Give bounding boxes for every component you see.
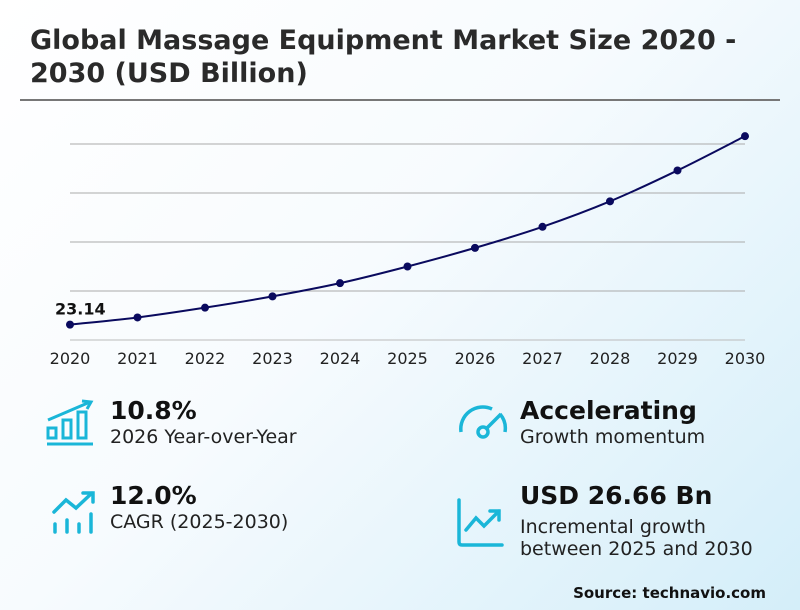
- stat-label: Incremental growth between 2025 and 2030: [520, 516, 753, 560]
- x-tick-label: 2020: [50, 349, 91, 368]
- data-point-2023: [268, 292, 277, 301]
- stat-value: Accelerating: [520, 396, 697, 425]
- stat-yoy: 10.8% 2026 Year-over-Year: [110, 396, 297, 448]
- x-tick-label: 2022: [185, 349, 226, 368]
- line-chart: 2020 23.14 2021 2022 2023 2024 2025 2026 2027 202…: [50, 132, 766, 368]
- x-tick-label: 2026: [455, 349, 496, 368]
- x-tick-label: 2030: [725, 349, 766, 368]
- stat-value: 12.0%: [110, 481, 197, 510]
- bar-chart-growth-icon: [46, 399, 94, 446]
- source-credit: Source: technavio.com: [573, 584, 766, 602]
- data-point-2021: [133, 313, 142, 322]
- data-point-2028: [606, 197, 614, 206]
- title-divider: [20, 99, 780, 101]
- stat-label: CAGR (2025-2030): [110, 511, 289, 533]
- data-point-2030: [741, 132, 749, 141]
- data-point-2026: [471, 243, 479, 252]
- x-tick-label: 2025: [387, 349, 428, 368]
- data-point-2024: [336, 279, 344, 288]
- x-tick-label: 2021: [117, 349, 158, 368]
- trend-up-bars-icon: [52, 491, 95, 534]
- stat-value: USD 26.66 Bn: [520, 481, 713, 510]
- x-tick-label: 2024: [320, 349, 361, 368]
- x-tick-label: 2028: [590, 349, 631, 368]
- line-chart-up-icon: [457, 498, 504, 547]
- data-point-2020: [66, 320, 74, 329]
- stat-cagr: 12.0% CAGR (2025-2030): [110, 481, 288, 533]
- data-point-2025: [403, 262, 412, 271]
- stat-momentum: Accelerating Growth momentum: [520, 396, 705, 448]
- stat-value: 10.8%: [110, 396, 197, 425]
- x-tick-label: 2023: [252, 349, 293, 368]
- data-point-2029: [673, 166, 682, 175]
- data-point-2027: [538, 222, 547, 231]
- x-tick-label: 2027: [522, 349, 563, 368]
- data-point-2022: [201, 303, 209, 312]
- chart-title: Global Massage Equipment Market Size 202…: [30, 25, 737, 89]
- data-label: 23.14: [55, 300, 106, 319]
- stat-incremental: USD 26.66 Bn Incremental growth between …: [520, 481, 790, 560]
- stat-label: 2026 Year-over-Year: [110, 426, 297, 448]
- series-line: [69, 135, 746, 326]
- speedometer-icon: [459, 405, 508, 439]
- stat-label: Growth momentum: [520, 426, 706, 448]
- x-tick-label: 2029: [657, 349, 698, 368]
